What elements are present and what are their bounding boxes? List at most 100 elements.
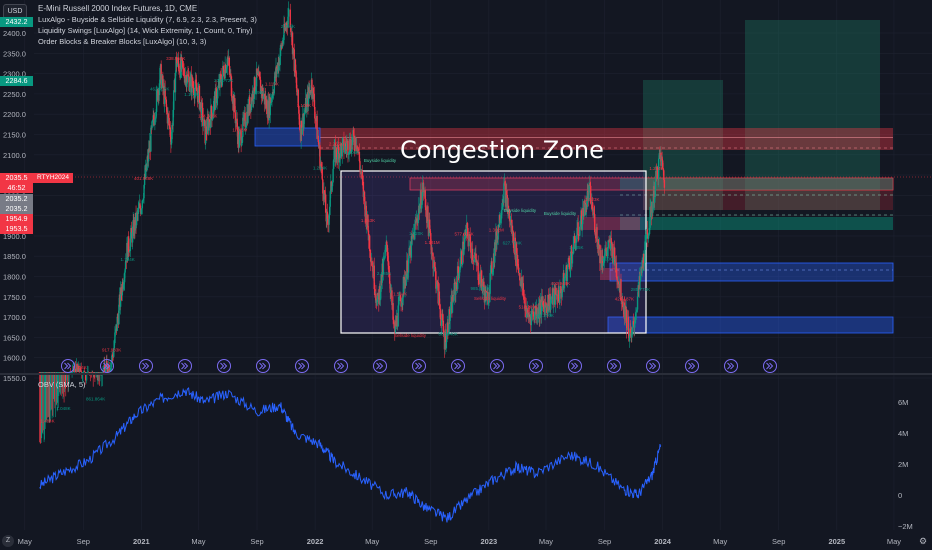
candle-body: [226, 57, 229, 67]
candle-body: [391, 290, 393, 306]
fast-forward-icon[interactable]: [61, 359, 75, 373]
fast-forward-icon[interactable]: [607, 359, 621, 373]
candle-body: [113, 343, 116, 349]
candle-body: [125, 260, 127, 269]
candle-body: [213, 100, 215, 112]
candle-body: [79, 368, 82, 371]
fast-forward-icon[interactable]: [217, 359, 231, 373]
candle-body: [194, 79, 197, 90]
zoom-button[interactable]: Z: [2, 535, 14, 547]
candle-body: [202, 107, 204, 127]
fast-forward-icon[interactable]: [568, 359, 582, 373]
candle-body: [214, 88, 217, 110]
candle-body: [487, 292, 489, 305]
obv-axis[interactable]: 6M 4M 2M 0 −2M: [898, 398, 913, 531]
candle-body: [542, 300, 545, 305]
fast-forward-icon[interactable]: [139, 359, 153, 373]
swing-volume-label: 1.484K: [40, 419, 54, 424]
time-tick-label: Sep: [772, 537, 785, 546]
candle-body: [603, 255, 606, 263]
swing-volume-label: 462.405K: [150, 86, 169, 91]
fast-forward-icon[interactable]: [334, 359, 348, 373]
price-tick-label: 1850.0: [3, 252, 26, 261]
fast-forward-icon[interactable]: [100, 359, 114, 373]
candle-body: [439, 303, 441, 309]
candle-body: [516, 254, 519, 266]
fast-forward-icon[interactable]: [412, 359, 426, 373]
candle-body: [485, 291, 487, 302]
candle-body: [656, 167, 659, 179]
swing-volume-label: 1.294K: [649, 166, 663, 171]
candle-body: [600, 250, 602, 264]
fast-forward-icon[interactable]: [763, 359, 777, 373]
fast-forward-icon[interactable]: [256, 359, 270, 373]
candle-body: [106, 365, 109, 372]
candle-body: [641, 260, 643, 273]
candle-body: [247, 104, 249, 123]
fast-forward-icon[interactable]: [685, 359, 699, 373]
indicator-buyside-sellside[interactable]: LuxAlgo - Buyside & Sellside Liquidity (…: [38, 15, 257, 24]
candle-body: [194, 89, 196, 99]
time-tick-label: 2023: [481, 537, 498, 546]
fast-forward-icon[interactable]: [529, 359, 543, 373]
candle-body: [162, 75, 164, 89]
candle-body: [602, 263, 604, 266]
fast-forward-icon[interactable]: [373, 359, 387, 373]
candle-body: [499, 214, 501, 223]
fast-forward-icon[interactable]: [646, 359, 660, 373]
candle-body: [182, 61, 184, 68]
candle-body: [328, 206, 331, 215]
time-axis[interactable]: May Sep 2021 May Sep 2022 May Sep 2023 May Sep 2024…: [18, 537, 902, 546]
candle-body: [250, 97, 253, 111]
time-tick-label: May: [365, 537, 379, 546]
time-tick-label: May: [18, 537, 32, 546]
candle-body: [255, 86, 257, 92]
candle-body: [653, 186, 655, 203]
obv-tick-label: 4M: [898, 429, 908, 438]
swing-volume-label: 917.983K: [102, 347, 121, 352]
candle-body: [467, 228, 469, 239]
swing-volume-label: 1.534K: [393, 291, 407, 296]
candle-body: [167, 114, 170, 118]
candle-body: [567, 264, 569, 270]
fast-forward-icon[interactable]: [451, 359, 465, 373]
candle-body: [635, 311, 638, 313]
candle-body: [420, 204, 423, 209]
candle-body: [157, 90, 160, 101]
candles: [38, 1, 666, 444]
candle-body: [564, 275, 567, 277]
indicator-order-blocks[interactable]: Order Blocks & Breaker Blocks [LuxAlgo] …: [38, 37, 207, 46]
candle-body: [253, 98, 255, 101]
swing-volume-label: 1.306K: [345, 150, 359, 155]
price-tick-label: 1900.0: [3, 232, 26, 241]
candle-body: [617, 281, 620, 285]
candle-body: [188, 76, 190, 91]
candle-body: [615, 263, 618, 277]
fast-forward-icon[interactable]: [724, 359, 738, 373]
candle-body: [346, 143, 348, 150]
candle-body: [130, 228, 132, 239]
fast-forward-icon[interactable]: [295, 359, 309, 373]
candle-body: [496, 235, 498, 245]
candle-body: [562, 285, 564, 291]
time-tick-label: 2025: [828, 537, 845, 546]
fast-forward-icon[interactable]: [490, 359, 504, 373]
candle-body: [582, 207, 584, 216]
fast-forward-icon[interactable]: [178, 359, 192, 373]
indicator-liquidity-swings[interactable]: Liquidity Swings [LuxAlgo] (14, Wick Ext…: [38, 26, 253, 35]
candle-body: [137, 207, 140, 215]
bullish-ob-2021-outline: [254, 127, 321, 147]
candle-body: [117, 316, 119, 318]
candle-body: [362, 181, 365, 197]
candle-body: [311, 79, 313, 92]
congestion-zone-box[interactable]: [340, 170, 647, 334]
swing-volume-label: 402.948K: [551, 281, 570, 286]
candle-body: [359, 161, 361, 171]
candle-body: [337, 144, 339, 150]
obv-title[interactable]: OBV (SMA, 5): [38, 380, 86, 389]
candle-body: [347, 154, 350, 156]
candle-body: [627, 316, 630, 332]
candle-body: [400, 302, 403, 307]
gear-icon[interactable]: ⚙: [918, 536, 928, 546]
